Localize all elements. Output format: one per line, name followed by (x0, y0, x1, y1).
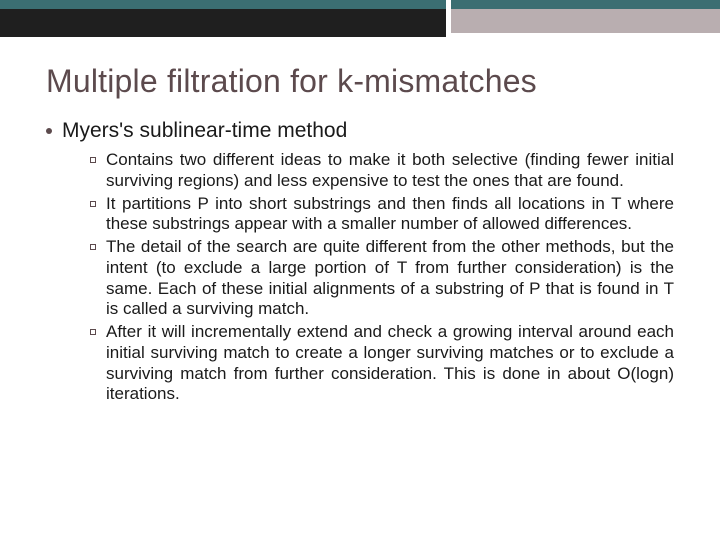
bullet-level2: It partitions P into short substrings an… (90, 194, 674, 235)
level1-text: Myers's sublinear-time method (62, 118, 347, 144)
bullet-level2: The detail of the search are quite diffe… (90, 237, 674, 320)
slide-content: Myers's sublinear-time method Contains t… (46, 118, 674, 405)
level2-text: Contains two different ideas to make it … (106, 150, 674, 191)
square-bullet-icon (90, 157, 96, 163)
square-bullet-icon (90, 244, 96, 250)
top-bar-segment (0, 33, 446, 37)
square-bullet-icon (90, 329, 96, 335)
level2-text: It partitions P into short substrings an… (106, 194, 674, 235)
bullet-level2: After it will incrementally extend and c… (90, 322, 674, 405)
top-bar-segment (451, 9, 720, 33)
decorative-top-bar (0, 0, 720, 37)
top-bar-row (0, 9, 720, 33)
slide-body: Multiple filtration for k-mismatches Mye… (0, 37, 720, 405)
top-bar-segment (0, 9, 446, 33)
sublist: Contains two different ideas to make it … (90, 150, 674, 405)
slide-title: Multiple filtration for k-mismatches (46, 63, 674, 100)
square-bullet-icon (90, 201, 96, 207)
top-bar-segment (451, 33, 720, 37)
top-bar-segment (0, 0, 446, 9)
top-bar-segment (451, 0, 720, 9)
level2-text: After it will incrementally extend and c… (106, 322, 674, 405)
top-bar-row (0, 33, 720, 37)
disc-bullet-icon (46, 128, 52, 134)
bullet-level1: Myers's sublinear-time method (46, 118, 674, 144)
bullet-level2: Contains two different ideas to make it … (90, 150, 674, 191)
top-bar-row (0, 0, 720, 9)
level2-text: The detail of the search are quite diffe… (106, 237, 674, 320)
